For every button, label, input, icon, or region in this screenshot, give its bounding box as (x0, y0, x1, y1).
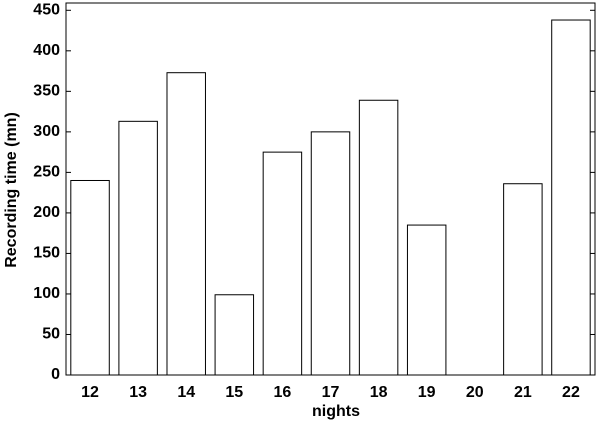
bar (118, 120, 158, 376)
y-tick-label: 0 (51, 366, 60, 383)
x-tick-label: 13 (129, 384, 147, 401)
x-tick-label: 19 (418, 384, 436, 401)
x-tick-label: 21 (514, 384, 532, 401)
y-tick-label: 250 (33, 164, 60, 181)
y-tick-label: 450 (33, 2, 60, 19)
bar (214, 294, 255, 376)
bar (166, 72, 206, 376)
x-tick-label: 17 (322, 384, 340, 401)
x-axis-label: nights (312, 403, 360, 420)
y-tick-label: 350 (33, 83, 60, 100)
y-tick-label: 50 (42, 326, 60, 343)
x-tick-label: 22 (562, 384, 580, 401)
x-tick-label: 15 (225, 384, 243, 401)
bar (551, 19, 591, 376)
y-tick-label: 200 (33, 204, 60, 221)
x-tick-label: 20 (466, 384, 484, 401)
y-tick-label: 400 (33, 42, 60, 59)
bar (358, 99, 399, 376)
y-tick-label: 300 (33, 123, 60, 140)
bar (310, 131, 351, 376)
bar (262, 151, 303, 376)
bar (406, 224, 447, 376)
x-tick-label: 18 (370, 384, 388, 401)
y-axis-label: Recording time (mn) (3, 112, 20, 268)
bar (503, 183, 543, 376)
y-tick-label: 100 (33, 285, 60, 302)
x-tick-label: 14 (177, 384, 195, 401)
y-tick-label: 150 (33, 245, 60, 262)
bar (70, 179, 110, 376)
x-tick-label: 16 (274, 384, 292, 401)
x-tick-label: 12 (81, 384, 99, 401)
